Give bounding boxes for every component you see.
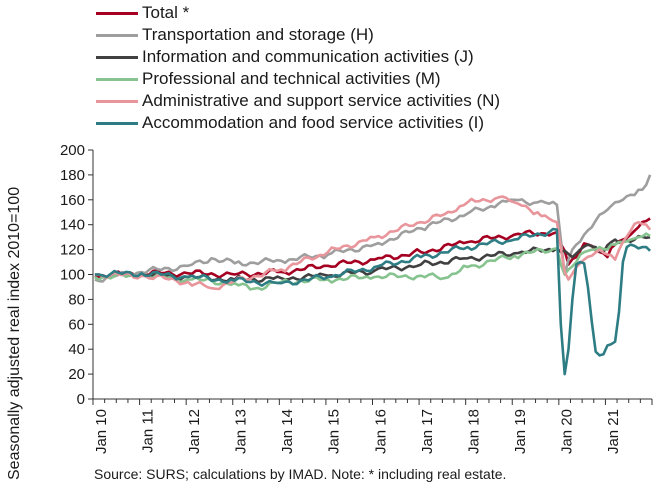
legend-label: Professional and technical activities (M… bbox=[142, 69, 441, 88]
x-tick-label: Jan 17 bbox=[419, 409, 436, 454]
x-tick-label: Jan 14 bbox=[279, 409, 296, 454]
series-line-5 bbox=[94, 195, 652, 291]
y-tick-label: 160 bbox=[60, 192, 85, 209]
y-tick-label: 200 bbox=[60, 142, 85, 159]
legend-swatch bbox=[96, 77, 138, 81]
x-tick-label: Jan 18 bbox=[465, 409, 482, 454]
legend-item: Accommodation and food service activitie… bbox=[96, 113, 484, 133]
legend-item: Total * bbox=[96, 3, 189, 23]
y-tick-label: 140 bbox=[60, 217, 85, 234]
legend-label: Total * bbox=[142, 3, 190, 22]
series-line-2 bbox=[94, 174, 652, 283]
x-tick-label: Jan 15 bbox=[326, 409, 343, 454]
legend-label: Transportation and storage (H) bbox=[142, 25, 374, 44]
x-tick-label: Jan 21 bbox=[605, 409, 622, 454]
legend-item: Administrative and support service activ… bbox=[96, 91, 500, 111]
y-tick-label: 120 bbox=[60, 242, 85, 259]
y-tick-label: 180 bbox=[60, 167, 85, 184]
legend-swatch bbox=[96, 121, 138, 125]
x-tick-label: Jan 16 bbox=[372, 409, 389, 454]
x-tick-label: Jan 19 bbox=[512, 409, 529, 454]
legend-label: Accommodation and food service activitie… bbox=[142, 113, 485, 132]
series-line-6 bbox=[94, 227, 651, 376]
legend-swatch bbox=[96, 55, 138, 59]
chart-legend: Total * Transportation and storage (H) Inf… bbox=[0, 0, 665, 140]
y-tick-label: 40 bbox=[68, 341, 85, 358]
x-tick-label: Jan 20 bbox=[559, 409, 576, 454]
legend-swatch bbox=[96, 11, 138, 15]
x-tick-label: Jan 11 bbox=[139, 409, 156, 453]
legend-label: Administrative and support service activ… bbox=[142, 91, 501, 110]
y-axis-label: Seasonally adjusted real index 2010=100 bbox=[6, 186, 23, 480]
chart-footnote: Source: SURS; calculations by IMAD. Note… bbox=[94, 466, 507, 482]
legend-label: Information and communication activities… bbox=[142, 47, 474, 66]
x-tick-label: Jan 10 bbox=[93, 409, 110, 454]
legend-item: Information and communication activities… bbox=[96, 47, 474, 67]
x-tick-label: Jan 12 bbox=[186, 409, 203, 454]
legend-item: Professional and technical activities (M… bbox=[96, 69, 441, 89]
legend-item: Transportation and storage (H) bbox=[96, 25, 374, 45]
y-tick-label: 100 bbox=[60, 267, 85, 284]
legend-swatch bbox=[96, 99, 138, 103]
y-tick-label: 80 bbox=[68, 291, 85, 308]
y-tick-label: 20 bbox=[68, 366, 85, 383]
legend-swatch bbox=[96, 33, 138, 37]
y-tick-label: 0 bbox=[77, 391, 85, 408]
y-tick-label: 60 bbox=[68, 316, 85, 333]
x-tick-label: Jan 13 bbox=[233, 409, 250, 454]
